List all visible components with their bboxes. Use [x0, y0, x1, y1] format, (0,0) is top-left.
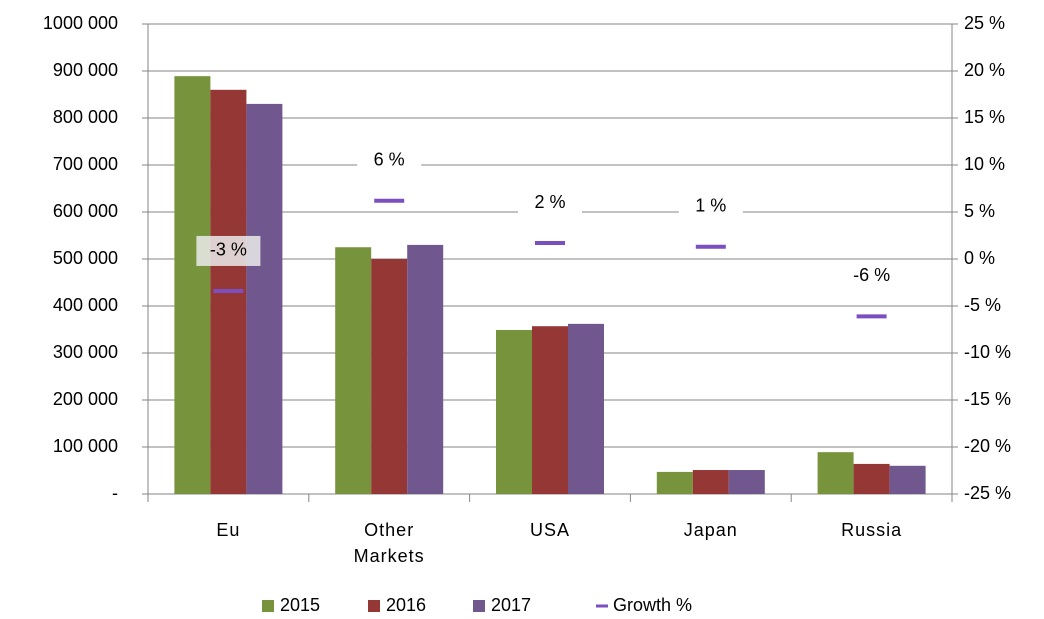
y-tick-label: 200 000 [53, 389, 118, 409]
y-tick-label: 800 000 [53, 107, 118, 127]
legend-swatch [262, 600, 274, 612]
bar [174, 76, 211, 495]
y2-tick-label: -15 % [964, 389, 1011, 409]
legend-label: 2017 [491, 595, 531, 615]
y2-tick-label: 20 % [964, 60, 1005, 80]
value-label-bg [678, 191, 743, 222]
bar [728, 470, 765, 494]
legend-label: 2015 [280, 595, 320, 615]
y2-tick-label: 5 % [964, 201, 995, 221]
value-label: 6 % [374, 149, 405, 169]
y2-tick-label: -20 % [964, 436, 1011, 456]
y2-tick-label: 0 % [964, 248, 995, 268]
y2-tick-label: 10 % [964, 154, 1005, 174]
x-tick-label: Other Markets [353, 520, 425, 566]
bar [371, 259, 408, 494]
y-tick-label: 900 000 [53, 60, 118, 80]
legend-swatch [368, 600, 380, 612]
y-tick-label: 300 000 [53, 342, 118, 362]
bar [532, 326, 568, 494]
y2-tick-label: -10 % [964, 342, 1011, 362]
legend-swatch [473, 600, 485, 612]
x-tick-label: Russia [841, 520, 903, 540]
value-label: 2 % [534, 192, 565, 212]
bar [246, 103, 283, 495]
value-label: -6 % [853, 265, 890, 285]
value-label-bg [518, 188, 582, 219]
value-label-bg [839, 261, 904, 292]
x-tick-label: Eu [216, 520, 241, 540]
value-label-bg [196, 235, 261, 266]
y-tick-label: 500 000 [53, 248, 118, 268]
legend-label: 2016 [386, 595, 426, 615]
y-tick-label: 600 000 [53, 201, 118, 221]
x-tick-label: Japan [683, 520, 738, 540]
y-tick-label: 100 000 [53, 436, 118, 456]
y2-tick-label: 15 % [964, 107, 1005, 127]
y2-tick-label: -5 % [964, 295, 1001, 315]
value-label-bg [357, 145, 422, 176]
bar [692, 470, 729, 494]
bar [817, 452, 854, 494]
value-label: 1 % [695, 196, 726, 216]
bar [335, 247, 372, 494]
x-tick-label: USA [529, 520, 570, 540]
y-tick-label: 400 000 [53, 295, 118, 315]
bar [496, 329, 532, 494]
bar [889, 465, 926, 494]
bar [853, 463, 890, 494]
value-label: -3 % [210, 240, 247, 260]
bar [656, 471, 693, 494]
y-tick-label: 1000 000 [43, 13, 118, 33]
y-tick-label: 700 000 [53, 154, 118, 174]
bar [568, 323, 604, 494]
y2-tick-label: -25 % [964, 483, 1011, 503]
y2-tick-label: 25 % [964, 13, 1005, 33]
y-tick-label: - [112, 483, 118, 503]
legend-label: Growth % [613, 595, 692, 615]
bar [407, 244, 444, 494]
